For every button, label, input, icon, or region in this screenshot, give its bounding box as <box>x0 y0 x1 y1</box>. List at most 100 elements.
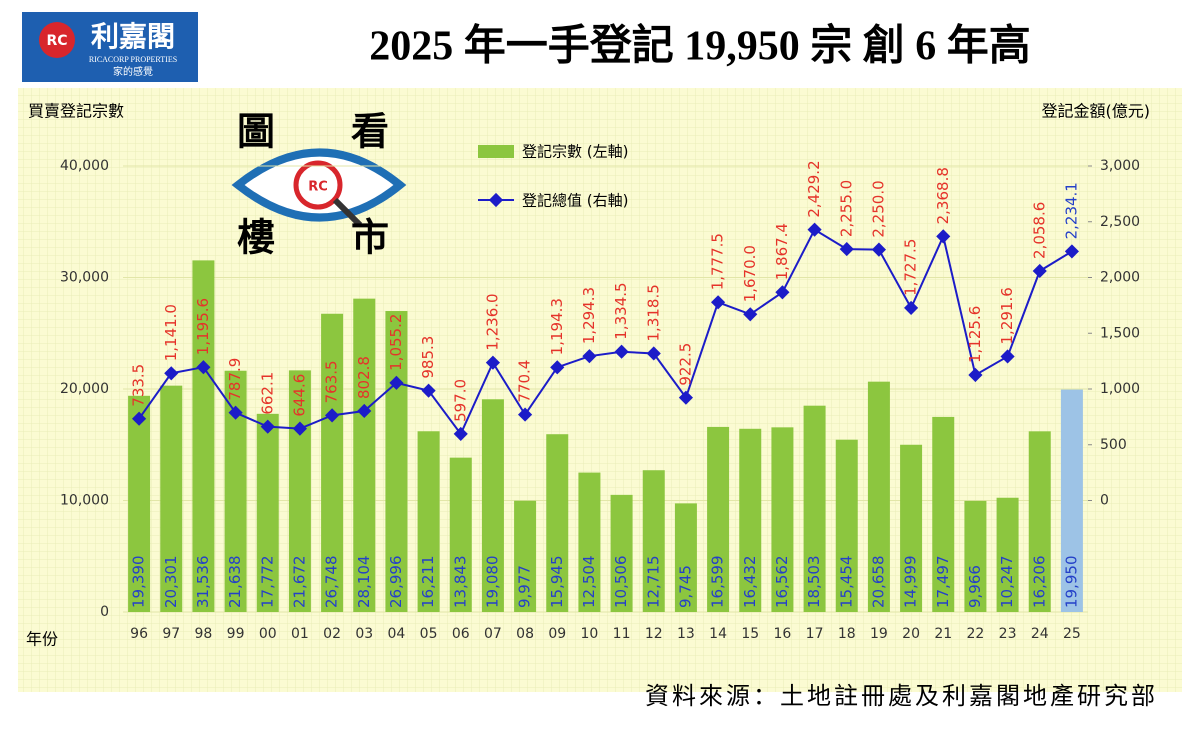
x-tick-label: 09 <box>548 626 566 642</box>
bar <box>803 405 826 612</box>
point-label: 1,318.5 <box>644 284 662 341</box>
point-label: 985.3 <box>419 336 437 379</box>
x-tick-label: 96 <box>130 626 148 642</box>
bar <box>288 370 311 612</box>
x-tick-label: 22 <box>967 626 985 642</box>
y2-tick-label: 1,000 <box>1100 381 1140 397</box>
x-tick-label: 14 <box>709 626 727 642</box>
bar-label: 19,080 <box>483 556 501 609</box>
bar <box>707 426 730 612</box>
x-tick-label: 17 <box>806 626 824 642</box>
point-label: 1,194.3 <box>548 298 566 355</box>
point <box>711 295 726 310</box>
x-tick-label: 12 <box>645 626 663 642</box>
point-label: 2,429.2 <box>805 160 823 217</box>
chart-title: 2025 年一手登記 19,950 宗 創 6 年高 <box>369 23 1031 70</box>
point <box>518 407 533 422</box>
x-tick-label: 06 <box>452 626 470 642</box>
point <box>1064 244 1079 259</box>
bar <box>256 413 279 612</box>
point <box>775 285 790 300</box>
y2-tick-label: 3,000 <box>1100 158 1140 174</box>
bar <box>481 399 504 612</box>
bar <box>514 500 537 612</box>
bar <box>449 457 472 612</box>
x-axis-label: 年份 <box>26 630 58 649</box>
x-tick-label: 00 <box>259 626 277 642</box>
bar-label: 16,211 <box>419 556 437 609</box>
x-tick-label: 23 <box>999 626 1017 642</box>
badge-char: 看 <box>351 110 389 154</box>
logo-english: RICACORP PROPERTIES <box>89 55 177 64</box>
legend-swatch <box>478 145 514 158</box>
point <box>453 426 468 442</box>
logo-mark: RC <box>46 33 67 49</box>
y-axis-label: 買賣登記宗數 <box>28 102 124 121</box>
x-tick-label: 19 <box>870 626 888 642</box>
bar-label: 16,432 <box>741 556 759 609</box>
x-tick-label: 02 <box>323 626 341 642</box>
point-label: 2,255.0 <box>837 180 855 237</box>
bar <box>192 260 215 612</box>
bar-label: 10,506 <box>612 556 630 609</box>
badge-char: 樓 <box>237 216 275 260</box>
point-label: 802.8 <box>355 356 373 399</box>
badge-pupil <box>293 160 343 210</box>
y-tick-label: 0 <box>100 604 109 620</box>
point-label: 662.1 <box>258 372 276 415</box>
point-label: 1,195.6 <box>194 298 212 355</box>
bar-label: 14,999 <box>902 556 920 609</box>
point <box>839 241 854 257</box>
point <box>807 222 822 237</box>
point <box>260 419 275 434</box>
point-label: 1,141.0 <box>162 304 180 361</box>
point-label: 787.9 <box>226 358 244 401</box>
point <box>389 375 404 390</box>
point-label: 1,291.6 <box>998 287 1016 344</box>
bar-label: 16,206 <box>1030 556 1048 609</box>
bar <box>1028 431 1051 612</box>
x-tick-label: 20 <box>902 626 920 642</box>
bar-label: 20,658 <box>869 556 887 609</box>
bar-label: 17,772 <box>258 556 276 609</box>
bar-label: 16,562 <box>773 556 791 609</box>
bar-label: 28,104 <box>355 556 373 609</box>
bar-label: 20,301 <box>162 556 180 609</box>
y2-tick-label: 2,000 <box>1100 270 1140 286</box>
point-label: 597.0 <box>451 379 469 422</box>
point-label: 1,125.6 <box>966 306 984 363</box>
point <box>357 403 372 419</box>
bar-label: 19,950 <box>1062 556 1080 609</box>
legend-marker <box>488 192 504 208</box>
y2-tick-label: 1,500 <box>1100 325 1140 341</box>
logo-slogan: 家的感覺 <box>113 65 153 78</box>
bar <box>160 385 183 612</box>
point <box>485 355 500 370</box>
x-tick-label: 05 <box>420 626 438 642</box>
point-label: 1,670.0 <box>741 245 759 302</box>
logo-name: 利嘉閣 <box>91 20 175 53</box>
point <box>904 300 919 315</box>
x-tick-label: 13 <box>677 626 695 642</box>
bar-label: 12,715 <box>644 556 662 609</box>
bar <box>674 503 697 612</box>
bar <box>417 431 440 612</box>
bar <box>642 470 665 612</box>
y-tick-label: 30,000 <box>60 270 109 286</box>
x-tick-label: 11 <box>613 626 631 642</box>
point-label: 1,236.0 <box>483 293 501 350</box>
y-tick-label: 20,000 <box>60 381 109 397</box>
bar <box>964 500 987 612</box>
bar-label: 21,638 <box>226 556 244 609</box>
x-tick-label: 10 <box>581 626 599 642</box>
point-label: 733.5 <box>130 364 148 407</box>
bar <box>771 427 794 612</box>
point-label: 1,777.5 <box>709 233 727 290</box>
bar-label: 9,745 <box>676 565 694 608</box>
point-label: 2,250.0 <box>869 180 887 237</box>
bar-label: 21,672 <box>290 556 308 609</box>
y2-tick-label: 500 <box>1100 437 1127 453</box>
x-tick-label: 21 <box>934 626 952 642</box>
point-label: 2,058.6 <box>1030 202 1048 259</box>
source: 資料來源：土地註冊處及利嘉閣地產研究部 <box>645 682 1158 710</box>
